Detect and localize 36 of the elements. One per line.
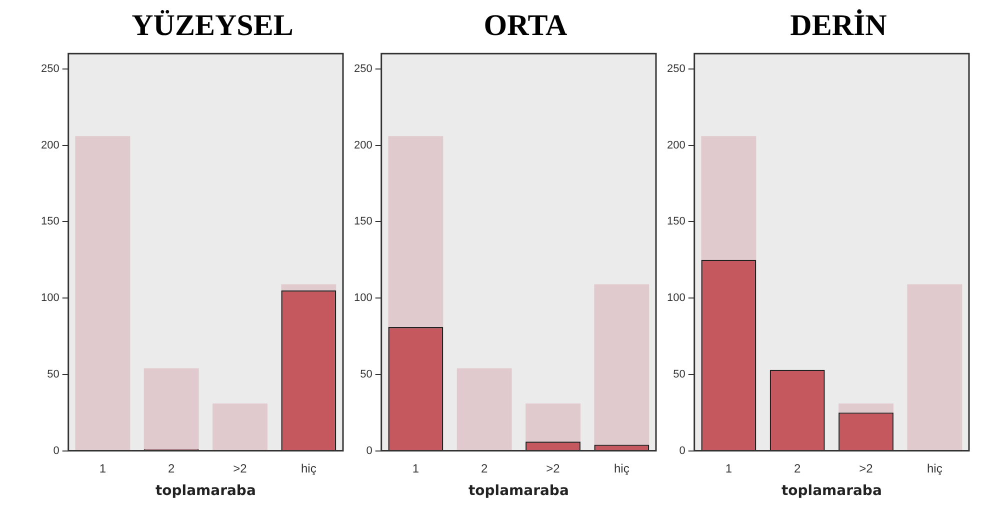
- x-tick-label: 2: [168, 461, 175, 476]
- y-tick-label: 150: [354, 216, 372, 228]
- x-tick-label: 2: [481, 461, 488, 476]
- x-tick-label: hiç: [300, 461, 316, 476]
- y-tick-label: 150: [40, 216, 60, 228]
- y-tick-label: 0: [366, 444, 372, 457]
- x-tick-label: >2: [546, 461, 560, 476]
- y-tick-label: 100: [354, 292, 372, 304]
- y-tick-label: 100: [40, 292, 60, 304]
- y-tick-label: 200: [40, 139, 60, 152]
- x-axis-title: toplamaraba: [781, 483, 882, 500]
- x-tick-label: hiç: [614, 461, 630, 476]
- x-axis-title: toplamaraba: [155, 483, 256, 500]
- y-tick-label: 50: [360, 368, 372, 380]
- y-tick-label: 200: [354, 139, 372, 152]
- chart-title: DERİN: [789, 8, 888, 44]
- y-tick-label: 200: [666, 139, 686, 152]
- y-tick-label: 0: [53, 444, 60, 457]
- y-tick-label: 0: [679, 444, 686, 457]
- x-tick-label: 1: [725, 461, 732, 476]
- chart-title: YÜZEYSEL: [130, 8, 294, 44]
- x-tick-label: 1: [99, 461, 106, 476]
- x-axis-title: toplamaraba: [468, 483, 569, 500]
- y-tick-label: 250: [354, 62, 372, 75]
- y-tick-label: 250: [40, 62, 60, 75]
- x-tick-label: >2: [859, 461, 874, 476]
- y-tick-label: 50: [47, 368, 60, 380]
- y-tick-label: 250: [666, 62, 686, 75]
- y-tick-label: 150: [666, 216, 686, 228]
- x-tick-label: hiç: [926, 461, 942, 476]
- x-tick-label: 2: [794, 461, 801, 476]
- chart-title: ORTA: [482, 8, 568, 44]
- y-tick-label: 50: [673, 368, 686, 380]
- x-tick-label: >2: [233, 461, 248, 476]
- x-tick-label: 1: [412, 461, 420, 476]
- y-tick-label: 100: [666, 292, 686, 304]
